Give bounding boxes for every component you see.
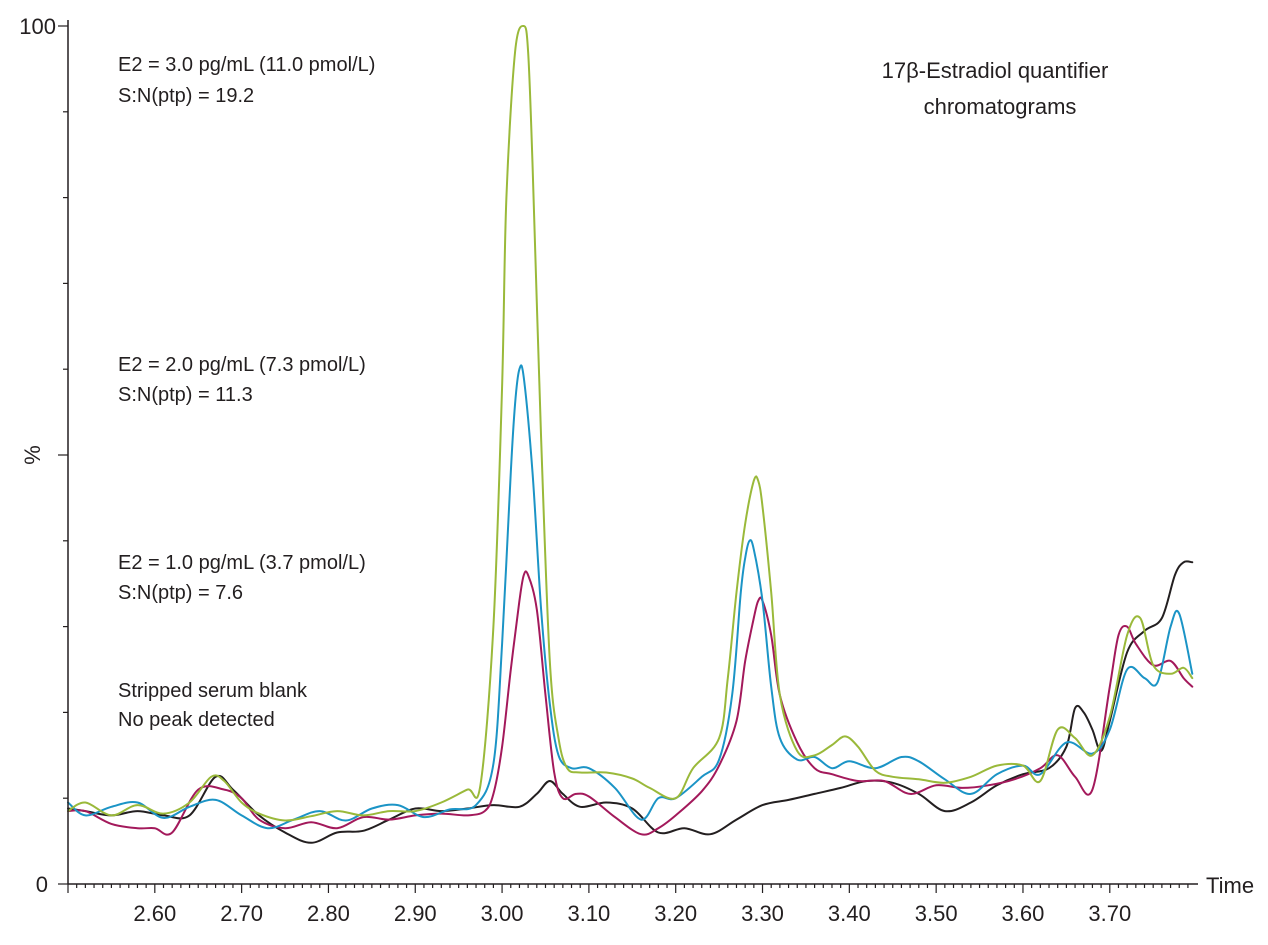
- annotation-e2-3-signal-noise: S:N(ptp) = 19.2: [118, 85, 254, 107]
- annotation-blank: Stripped serum blank No peak detected: [118, 680, 308, 731]
- x-tick-label: 2.60: [133, 901, 176, 926]
- annotation-e2-2: E2 = 2.0 pg/mL (7.3 pmol/L) S:N(ptp) = 1…: [118, 354, 366, 406]
- y-axis-ticks: [58, 25, 68, 885]
- annotation-e2-2-concentration: E2 = 2.0 pg/mL (7.3 pmol/L): [118, 354, 366, 376]
- annotation-blank-title: Stripped serum blank: [118, 680, 308, 702]
- axes: [67, 20, 1198, 885]
- x-tick-label: 3.70: [1088, 901, 1131, 926]
- x-tick-label: 2.90: [394, 901, 437, 926]
- annotation-blank-status: No peak detected: [118, 709, 275, 731]
- y-tick-label-100: 100: [19, 14, 56, 39]
- annotation-e2-1-signal-noise: S:N(ptp) = 7.6: [118, 582, 243, 604]
- annotation-e2-1-concentration: E2 = 1.0 pg/mL (3.7 pmol/L): [118, 552, 366, 574]
- x-tick-label: 3.00: [481, 901, 524, 926]
- x-tick-label: 3.40: [828, 901, 871, 926]
- x-axis-label: Time: [1206, 873, 1254, 898]
- chromatogram-traces: [67, 24, 1194, 844]
- y-tick-label-0: 0: [36, 872, 48, 897]
- chart-title: 17β-Estradiol quantifier chromatograms: [882, 58, 1109, 119]
- annotation-e2-2-signal-noise: S:N(ptp) = 11.3: [118, 384, 253, 406]
- x-tick-label: 3.50: [915, 901, 958, 926]
- annotation-e2-1: E2 = 1.0 pg/mL (3.7 pmol/L) S:N(ptp) = 7…: [118, 552, 366, 604]
- trace-blank: [67, 560, 1194, 844]
- x-tick-label: 3.10: [567, 901, 610, 926]
- trace-e2-3: [67, 24, 1194, 822]
- x-axis-ticks: 2.60 2.70 2.80 2.90 3.00 3.10 3.20 3.30 3.40 3.50…: [67, 884, 1189, 926]
- x-tick-label: 2.70: [220, 901, 263, 926]
- chart-title-line-2: chromatograms: [924, 94, 1077, 119]
- y-axis-label: %: [20, 445, 45, 465]
- x-tick-label: 3.20: [654, 901, 697, 926]
- trace-e2-2: [67, 364, 1194, 830]
- x-tick-label: 3.30: [741, 901, 784, 926]
- x-tick-label: 2.80: [307, 901, 350, 926]
- annotation-e2-3: E2 = 3.0 pg/mL (11.0 pmol/L) S:N(ptp) = …: [118, 54, 375, 107]
- annotation-e2-3-concentration: E2 = 3.0 pg/mL (11.0 pmol/L): [118, 54, 375, 76]
- x-tick-label: 3.60: [1002, 901, 1045, 926]
- chart-title-line-1: 17β-Estradiol quantifier: [882, 58, 1109, 83]
